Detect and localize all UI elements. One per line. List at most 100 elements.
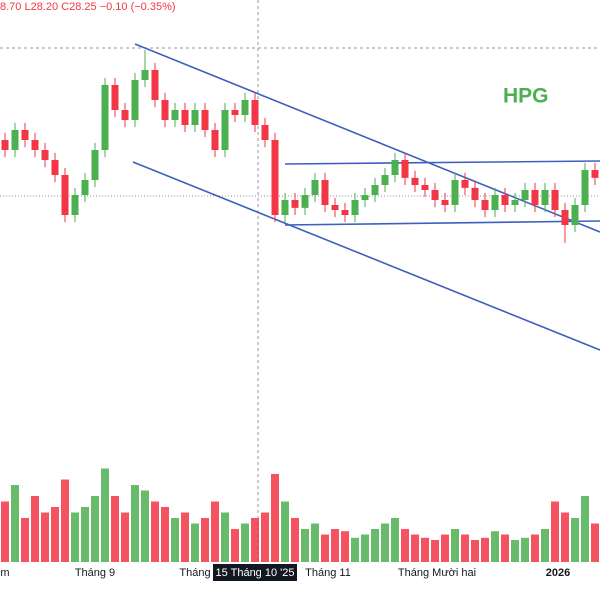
candle-body [331, 205, 339, 210]
candle-body [221, 110, 229, 150]
candle-body [91, 150, 99, 180]
volume-bar [231, 529, 239, 562]
range-top [284, 160, 600, 165]
volume-bar [91, 496, 99, 562]
channel-top [134, 43, 600, 233]
volume-bar [531, 534, 539, 562]
candle-body [271, 140, 279, 215]
volume-bar [431, 540, 439, 562]
candle-body [321, 180, 329, 205]
volume-bar [541, 529, 549, 562]
candle-body [131, 80, 139, 120]
volume-bar [261, 512, 269, 562]
volume-bar [291, 518, 299, 562]
volume-bar [141, 490, 149, 562]
volume-bar [41, 512, 49, 562]
candle-body [401, 160, 409, 178]
volume-bar [501, 534, 509, 562]
candle-body [371, 185, 379, 195]
candle-body [241, 100, 249, 115]
candle-body [471, 187, 479, 200]
candle-body [251, 100, 259, 125]
candle-body [201, 110, 209, 130]
volume-bar [171, 518, 179, 562]
volume-bar [511, 540, 519, 562]
x-tick-label: Tháng [179, 567, 210, 579]
volume-bar [81, 507, 89, 562]
volume-bar [71, 512, 79, 562]
volume-bar [161, 507, 169, 562]
volume-bar [121, 512, 129, 562]
candle-body [81, 180, 89, 195]
volume-bar [451, 529, 459, 562]
volume-bar [331, 529, 339, 562]
candle-body [351, 200, 359, 215]
candle-body [31, 140, 39, 150]
candle-body [521, 190, 529, 200]
volume-bar [211, 501, 219, 562]
volume-bar [251, 518, 259, 562]
candle-body [301, 195, 309, 208]
volume-bar [271, 474, 279, 562]
volume-bar [461, 534, 469, 562]
candle-body [391, 160, 399, 175]
volume-bar [341, 531, 349, 562]
candle-body [511, 200, 519, 205]
x-tick-label: Tháng 11 [305, 567, 351, 579]
candle-body [591, 170, 599, 178]
volume-bar [51, 507, 59, 562]
legend-text: 8.70 L28.20 C28.25 −0.10 (−0.35%) [0, 1, 176, 13]
volume-bar [521, 537, 529, 562]
volume-bar [561, 512, 569, 562]
candle-body [421, 185, 429, 190]
volume-bar [381, 523, 389, 562]
candle-body [111, 85, 119, 110]
candle-body [1, 140, 9, 150]
volume-bar [581, 496, 589, 562]
volume-bar [421, 537, 429, 562]
candle-body [531, 190, 539, 205]
candle-body [211, 130, 219, 150]
volume-bar [31, 496, 39, 562]
x-tick-label: m [0, 567, 9, 579]
candle-body [561, 210, 569, 225]
volume-bar [131, 485, 139, 562]
volume-bar [321, 534, 329, 562]
candle-body [451, 180, 459, 205]
volume-bar [491, 531, 499, 562]
volume-bar [151, 501, 159, 562]
candle-body [171, 110, 179, 120]
x-tick-label: Tháng Mười hai [398, 567, 476, 579]
candle-body [571, 205, 579, 225]
volume-bar [351, 537, 359, 562]
candle-body [381, 175, 389, 185]
volume-bar [111, 496, 119, 562]
candle-body [261, 125, 269, 140]
candle-body [231, 110, 239, 115]
volume-bar [441, 534, 449, 562]
candle-body [501, 195, 509, 205]
candle-body [161, 100, 169, 120]
volume-bar [101, 468, 109, 562]
candle-body [481, 200, 489, 210]
volume-bar [281, 501, 289, 562]
candle-body [181, 110, 189, 125]
candle-body [281, 200, 289, 215]
x-tick-label: Tháng 9 [75, 567, 115, 579]
candle-body [41, 150, 49, 160]
candle-body [21, 130, 29, 140]
volume-bar [221, 512, 229, 562]
volume-bar [481, 537, 489, 562]
trendlines [132, 43, 600, 351]
volume-bar [571, 518, 579, 562]
volume-bar [301, 529, 309, 562]
candle-body [341, 210, 349, 215]
candle-body [431, 190, 439, 200]
volume-bar [551, 501, 559, 562]
candle-body [441, 200, 449, 205]
volume-bar [191, 523, 199, 562]
volume-bar [201, 518, 209, 562]
volume-bar [401, 529, 409, 562]
candle-body [361, 195, 369, 200]
volume-bar [11, 485, 19, 562]
